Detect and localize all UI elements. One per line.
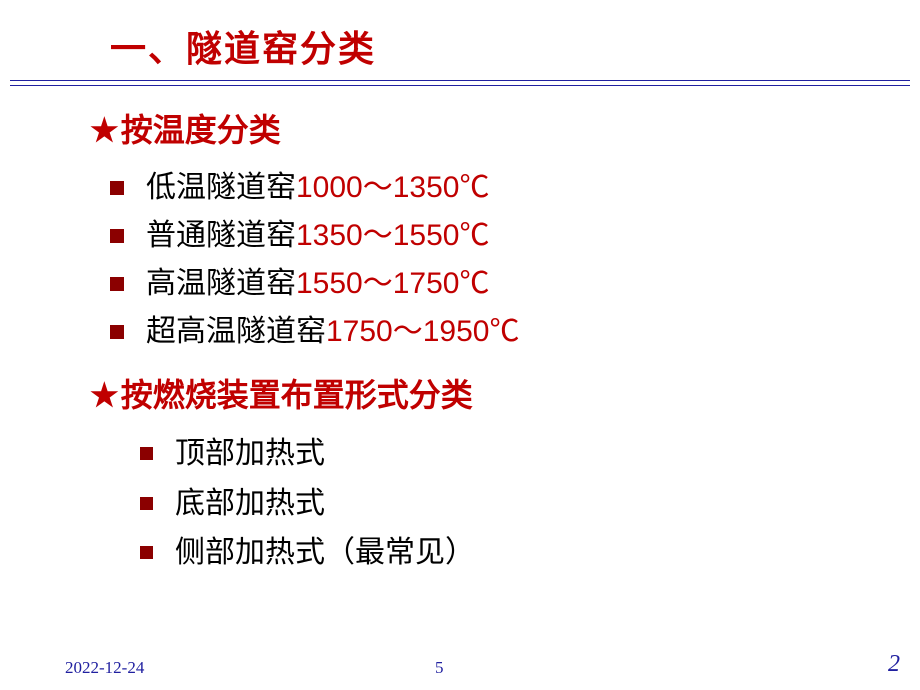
item-range: 1750～1950℃ bbox=[326, 308, 519, 356]
bullet-square-icon bbox=[140, 447, 153, 460]
list-item: 低温隧道窑1000～1350℃ bbox=[110, 164, 920, 212]
item-text: 侧部加热式（最常见） bbox=[175, 528, 475, 578]
item-name: 超高温隧道窑 bbox=[146, 308, 326, 356]
slide-container: 一、隧道窑分类 ★按温度分类 低温隧道窑1000～1350℃ 普通隧道窑1350… bbox=[0, 0, 920, 690]
list-item: 高温隧道窑1550～1750℃ bbox=[110, 260, 920, 308]
footer-page-number: 2 bbox=[888, 651, 900, 678]
footer: 2022-12-24 5 2 bbox=[0, 651, 920, 678]
page-title: 一、隧道窑分类 bbox=[110, 20, 920, 72]
section1-heading: ★按温度分类 bbox=[90, 106, 920, 154]
list-item: 普通隧道窑1350～1550℃ bbox=[110, 212, 920, 260]
item-name: 低温隧道窑 bbox=[146, 164, 296, 212]
item-text: 顶部加热式 bbox=[175, 429, 325, 479]
content-area: ★按温度分类 低温隧道窑1000～1350℃ 普通隧道窑1350～1550℃ 高… bbox=[0, 86, 920, 578]
bullet-square-icon bbox=[140, 546, 153, 559]
bullet-square-icon bbox=[110, 325, 124, 339]
bullet-square-icon bbox=[110, 277, 124, 291]
star-icon: ★ bbox=[90, 377, 119, 413]
section2-heading-text: 按燃烧装置布置形式分类 bbox=[121, 377, 473, 413]
footer-center-number: 5 bbox=[435, 658, 444, 678]
bullet-square-icon bbox=[110, 229, 124, 243]
item-range: 1000～1350℃ bbox=[296, 164, 489, 212]
section2-list: 顶部加热式 底部加热式 侧部加热式（最常见） bbox=[140, 429, 920, 578]
list-item: 侧部加热式（最常见） bbox=[140, 528, 920, 578]
footer-date: 2022-12-24 bbox=[65, 658, 144, 678]
section2-heading: ★按燃烧装置布置形式分类 bbox=[90, 371, 920, 419]
bullet-square-icon bbox=[140, 497, 153, 510]
star-icon: ★ bbox=[90, 112, 119, 148]
item-text: 底部加热式 bbox=[175, 479, 325, 529]
list-item: 顶部加热式 bbox=[140, 429, 920, 479]
list-item: 超高温隧道窑1750～1950℃ bbox=[110, 308, 920, 356]
item-name: 高温隧道窑 bbox=[146, 260, 296, 308]
list-item: 底部加热式 bbox=[140, 479, 920, 529]
item-name: 普通隧道窑 bbox=[146, 212, 296, 260]
section1-heading-text: 按温度分类 bbox=[121, 112, 281, 148]
bullet-square-icon bbox=[110, 181, 124, 195]
item-range: 1550～1750℃ bbox=[296, 260, 489, 308]
section1-list: 低温隧道窑1000～1350℃ 普通隧道窑1350～1550℃ 高温隧道窑155… bbox=[110, 164, 920, 356]
item-range: 1350～1550℃ bbox=[296, 212, 489, 260]
